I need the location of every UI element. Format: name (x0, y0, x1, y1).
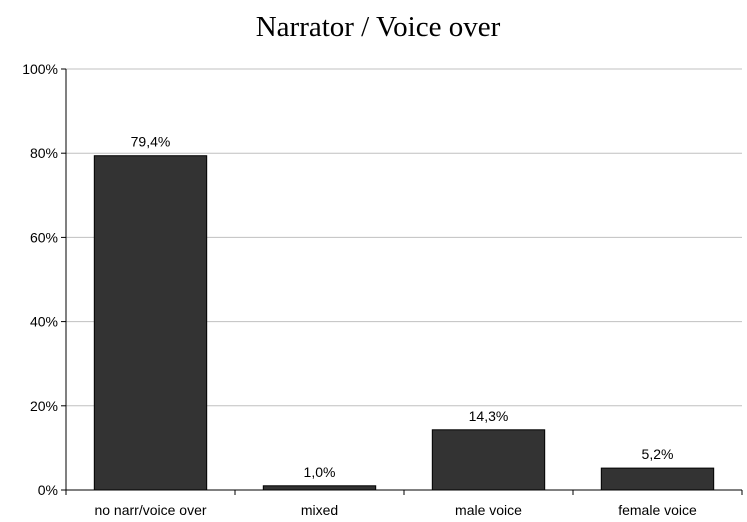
bar (600, 467, 715, 491)
bar (262, 485, 377, 491)
y-tick-label: 0% (38, 482, 58, 498)
labels: 0% 20% 40% 60% 80% 100% 79,4% no narr/voice ove… (22, 61, 697, 518)
axes (61, 68, 743, 495)
chart-title: Narrator / Voice over (256, 11, 501, 43)
category-label: female voice (618, 502, 697, 518)
category-label: male voice (455, 502, 522, 518)
y-tick-label: 80% (30, 145, 58, 161)
data-label: 1,0% (304, 464, 336, 480)
y-tick-label: 100% (22, 61, 58, 77)
y-tick-label: 60% (30, 229, 58, 245)
bars (93, 155, 715, 491)
y-tick-label: 40% (30, 314, 58, 330)
bar (431, 429, 546, 491)
category-label: mixed (301, 502, 338, 518)
data-label: 5,2% (642, 446, 674, 462)
data-label: 14,3% (469, 408, 509, 424)
data-label: 79,4% (131, 134, 171, 150)
y-tick-label: 20% (30, 398, 58, 414)
bar (93, 155, 208, 491)
category-label: no narr/voice over (94, 502, 206, 518)
